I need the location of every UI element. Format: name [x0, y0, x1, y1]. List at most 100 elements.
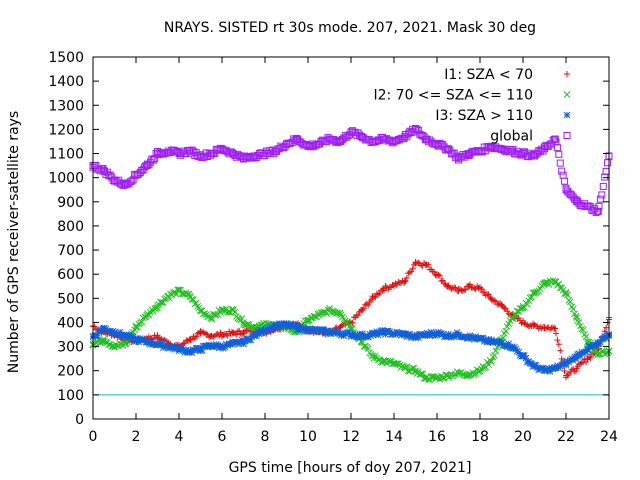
scatter-mark: [91, 323, 98, 330]
scatter-mark: [541, 279, 548, 287]
scatter-mark: [372, 294, 379, 301]
scatter-mark: [491, 297, 498, 304]
scatter-mark: [330, 308, 338, 315]
scatter-mark: [564, 291, 571, 299]
scatter-mark: [521, 320, 528, 327]
scatter-mark: [602, 167, 610, 175]
scatter-mark: [102, 338, 110, 346]
y-tick-label: 0: [75, 412, 84, 428]
series-4: [89, 125, 613, 216]
scatter-mark: [439, 277, 446, 284]
scatter-mark: [373, 290, 380, 297]
scatter-mark: [349, 319, 356, 326]
x-tick-label: 4: [175, 429, 184, 445]
scatter-mark: [105, 341, 113, 348]
scatter-mark: [599, 182, 607, 190]
scatter-mark: [596, 195, 604, 203]
scatter-mark: [553, 144, 561, 152]
legend-marker: [564, 71, 570, 77]
scatter-mark: [374, 356, 382, 364]
scatter-mark: [429, 268, 436, 275]
x-tick-label: 20: [514, 429, 532, 445]
scatter-mark: [419, 370, 427, 378]
scatter-mark: [462, 286, 469, 293]
scatter-mark: [598, 191, 606, 199]
scatter-mark: [375, 291, 382, 298]
scatter-mark: [161, 336, 168, 343]
scatter-mark: [403, 363, 411, 371]
scatter-mark: [601, 173, 609, 181]
scatter-mark: [368, 297, 375, 304]
scatter-mark: [578, 359, 585, 366]
scatter-mark: [602, 349, 610, 357]
scatter-mark: [236, 327, 243, 334]
scatter-mark: [231, 308, 239, 316]
scatter-mark: [238, 315, 246, 323]
y-tick-label: 1100: [48, 147, 84, 163]
y-tick-label: 1000: [48, 171, 84, 187]
scatter-mark: [360, 305, 367, 312]
scatter-mark: [556, 159, 564, 167]
scatter-mark: [603, 324, 610, 331]
scatter-mark: [595, 202, 603, 210]
scatter-mark: [388, 284, 395, 291]
scatter-mark: [365, 302, 372, 309]
scatter-mark: [384, 357, 392, 365]
scatter-mark: [201, 330, 208, 337]
scatter-mark: [504, 308, 511, 315]
scatter-mark: [149, 156, 157, 164]
scatter-mark: [427, 373, 435, 380]
scatter-mark: [233, 331, 240, 338]
x-tick-label: 14: [385, 429, 403, 445]
x-tick-label: 0: [89, 429, 98, 445]
scatter-mark: [229, 328, 236, 335]
series-3: [89, 320, 613, 375]
scatter-mark: [561, 368, 568, 375]
scatter-mark: [198, 328, 205, 335]
y-tick-label: 1200: [48, 122, 84, 138]
scatter-mark: [558, 167, 566, 175]
scatter-mark: [566, 298, 574, 306]
scatter-mark: [552, 278, 560, 286]
scatter-mark: [572, 312, 580, 320]
scatter-mark: [402, 277, 409, 284]
scatter-mark: [577, 360, 584, 367]
x-tick-label: 12: [342, 429, 360, 445]
scatter-mark: [452, 284, 459, 291]
scatter-mark: [239, 331, 246, 338]
scatter-mark: [559, 171, 567, 179]
scatter-mark: [583, 359, 590, 366]
scatter-mark: [542, 325, 549, 332]
scatter-mark: [431, 269, 438, 276]
scatter-mark: [558, 355, 565, 362]
scatter-mark: [395, 278, 402, 285]
scatter-mark: [382, 282, 389, 289]
y-tick-label: 900: [57, 195, 84, 211]
x-tick-label: 8: [261, 429, 270, 445]
scatter-mark: [134, 324, 141, 331]
scatter-mark: [488, 358, 495, 365]
scatter-mark: [355, 311, 362, 318]
scatter-mark: [590, 351, 597, 358]
scatter-mark: [501, 305, 508, 312]
x-tick-label: 2: [132, 429, 141, 445]
scatter-mark: [556, 284, 564, 292]
scatter-mark: [151, 155, 159, 163]
y-tick-label: 400: [57, 315, 84, 331]
scatter-mark: [492, 298, 499, 305]
scatter-mark: [409, 265, 416, 272]
x-tick-label: 6: [218, 429, 227, 445]
scatter-mark: [154, 332, 161, 339]
scatter-mark: [159, 299, 167, 306]
scatter-mark: [512, 312, 520, 319]
scatter-mark: [189, 296, 197, 303]
scatter-mark: [554, 337, 561, 344]
legend-marker: [563, 132, 571, 139]
scatter-mark: [184, 338, 191, 345]
scatter-mark: [191, 335, 198, 342]
scatter-mark: [419, 262, 426, 269]
scatter-mark: [478, 286, 485, 293]
legend-marker: [563, 111, 571, 119]
scatter-mark: [488, 296, 495, 303]
scatter-mark: [587, 354, 594, 361]
